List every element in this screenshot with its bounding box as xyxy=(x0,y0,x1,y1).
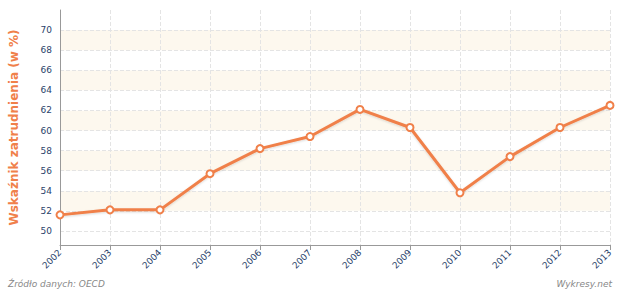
svg-text:2010: 2010 xyxy=(440,247,463,270)
svg-text:62: 62 xyxy=(41,105,52,115)
svg-text:Wykresy.net: Wykresy.net xyxy=(556,279,612,289)
svg-text:2013: 2013 xyxy=(590,247,613,270)
svg-text:2012: 2012 xyxy=(540,247,563,270)
svg-text:52: 52 xyxy=(41,206,52,216)
svg-text:54: 54 xyxy=(41,186,53,196)
svg-text:Wskaźnik zatrudnienia (w %): Wskaźnik zatrudnienia (w %) xyxy=(7,29,21,225)
svg-text:2005: 2005 xyxy=(190,247,213,270)
svg-text:70: 70 xyxy=(41,25,53,35)
svg-text:2006: 2006 xyxy=(240,247,263,270)
svg-text:50: 50 xyxy=(41,226,53,236)
svg-text:2002: 2002 xyxy=(40,247,63,270)
svg-text:2011: 2011 xyxy=(490,247,513,270)
svg-text:56: 56 xyxy=(41,166,53,176)
svg-text:60: 60 xyxy=(41,126,53,136)
svg-text:68: 68 xyxy=(41,45,53,55)
svg-text:66: 66 xyxy=(41,65,53,75)
svg-text:2008: 2008 xyxy=(340,247,363,270)
svg-text:2009: 2009 xyxy=(390,247,413,270)
svg-text:Źródło danych: OECD: Źródło danych: OECD xyxy=(7,278,105,289)
svg-text:2007: 2007 xyxy=(290,247,313,270)
svg-text:58: 58 xyxy=(41,146,53,156)
svg-text:64: 64 xyxy=(41,85,53,95)
svg-text:2003: 2003 xyxy=(90,247,113,270)
svg-text:2004: 2004 xyxy=(140,247,163,270)
